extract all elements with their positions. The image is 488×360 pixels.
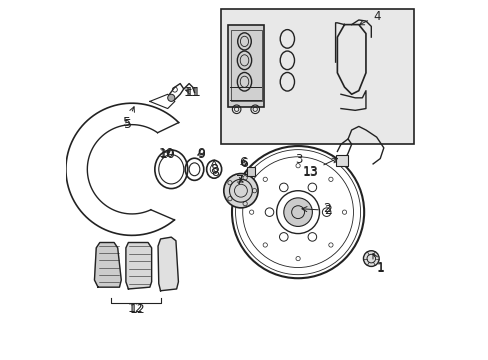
Circle shape [363, 251, 378, 266]
Polygon shape [125, 243, 151, 289]
Text: 1: 1 [376, 261, 384, 274]
Text: 3: 3 [294, 153, 302, 166]
Text: 5: 5 [123, 107, 134, 129]
Text: 2: 2 [301, 204, 331, 217]
Text: 4: 4 [359, 10, 380, 25]
Text: 11: 11 [185, 86, 201, 99]
Bar [221, 9, 413, 144]
Bar [335, 155, 347, 166]
Text: 1: 1 [372, 253, 384, 275]
Text: 8: 8 [210, 160, 218, 176]
Text: 10: 10 [159, 148, 174, 161]
Text: 5: 5 [124, 118, 132, 131]
Polygon shape [94, 243, 121, 287]
Text: 8: 8 [211, 166, 219, 179]
Text: 12: 12 [127, 302, 143, 315]
Text: 7: 7 [236, 174, 244, 187]
Text: 9: 9 [197, 147, 204, 160]
Text: 6: 6 [240, 157, 248, 170]
Text: 9: 9 [197, 148, 205, 162]
Polygon shape [158, 237, 178, 291]
Text: 6: 6 [238, 156, 246, 169]
Circle shape [224, 174, 258, 208]
Text: 13: 13 [302, 158, 337, 177]
Text: 10: 10 [160, 148, 175, 162]
Bar [247, 167, 254, 176]
Bar [228, 24, 264, 107]
Text: 12: 12 [129, 303, 145, 316]
Text: 7: 7 [236, 174, 244, 186]
Bar [230, 30, 261, 102]
Text: 13: 13 [302, 166, 318, 179]
Circle shape [167, 94, 175, 102]
Text: 11: 11 [183, 86, 199, 99]
Circle shape [283, 198, 312, 226]
Text: 2: 2 [322, 202, 330, 215]
